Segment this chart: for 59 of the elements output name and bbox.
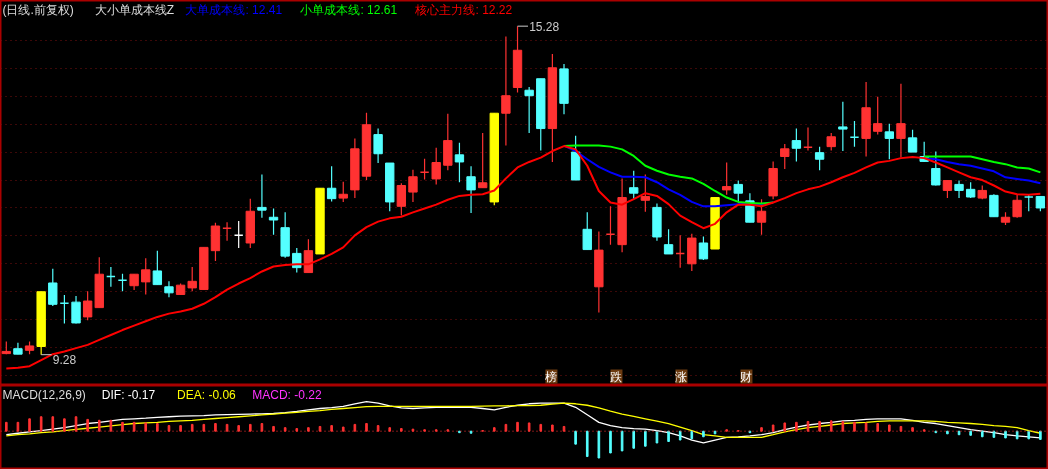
text: MACD: -0.22 <box>252 387 322 402</box>
candlestick <box>141 257 151 296</box>
candlestick <box>222 221 232 242</box>
chart-title: MACD(12,26,9) <box>2 387 86 402</box>
candlestick <box>884 123 895 160</box>
candlestick <box>454 142 465 183</box>
candlestick <box>524 86 534 134</box>
candlestick <box>164 280 174 298</box>
candlestick <box>82 290 93 321</box>
text: 涨 <box>675 369 688 384</box>
candlestick <box>59 294 70 325</box>
candlestick <box>431 147 441 186</box>
candlestick <box>338 181 348 203</box>
candlestick <box>152 250 163 286</box>
candlestick <box>780 143 790 170</box>
candlestick <box>466 165 476 214</box>
candlestick <box>629 170 639 200</box>
candlestick <box>373 127 383 164</box>
candlestick <box>721 161 732 196</box>
text: 跌 <box>610 369 623 384</box>
candlestick <box>896 83 906 159</box>
candlestick <box>989 193 999 218</box>
candlestick <box>71 295 81 325</box>
chart-title: (日线.前复权) <box>2 2 74 17</box>
candlestick <box>408 169 418 203</box>
candlestick <box>477 132 488 189</box>
candlestick <box>396 182 407 217</box>
candlestick <box>48 268 58 307</box>
candlestick <box>605 205 616 246</box>
series-label: DEA: -0.06 <box>177 387 237 402</box>
candlestick <box>907 129 918 153</box>
candlestick <box>501 35 511 147</box>
annotation: 15.28 <box>529 19 560 34</box>
text: 核心主力线: 12.22 <box>414 2 513 17</box>
candlestick <box>954 179 964 199</box>
candlestick <box>1012 193 1022 219</box>
series-label: DIF: -0.17 <box>101 387 156 402</box>
candlestick <box>187 266 197 292</box>
candlestick <box>663 228 674 255</box>
annotation: 9.28 <box>52 352 77 367</box>
candlestick <box>733 179 743 202</box>
candlestick <box>791 127 802 163</box>
candlestick <box>838 101 848 152</box>
candlestick <box>257 173 267 219</box>
candlestick <box>698 235 709 261</box>
chart-subtitle: 大小单成本线Z <box>94 2 174 17</box>
candlestick <box>582 211 592 251</box>
text: 大单成本线: 12.41 <box>185 2 283 17</box>
candlestick <box>803 126 813 152</box>
candlestick <box>873 96 883 136</box>
candlestick <box>268 207 279 236</box>
candlestick <box>756 198 767 236</box>
text: 榜 <box>545 369 558 384</box>
candlestick <box>640 173 651 213</box>
candlestick <box>326 165 337 202</box>
text: 财 <box>740 369 753 384</box>
candlestick <box>931 150 941 187</box>
text: 小单成本线: 12.61 <box>300 2 398 17</box>
candlestick <box>814 146 825 171</box>
